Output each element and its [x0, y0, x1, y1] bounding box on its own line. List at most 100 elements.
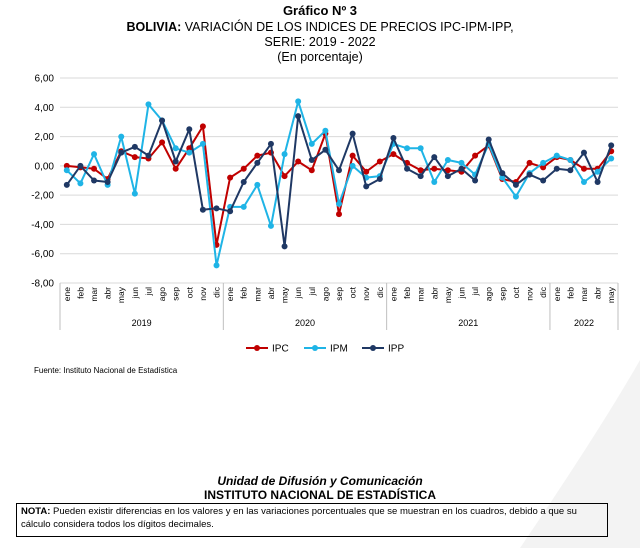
series-line-ipp	[65, 115, 613, 248]
legend-marker-ipm	[312, 345, 318, 351]
data-point-ipc	[417, 167, 424, 174]
note-box: NOTA: Pueden existir diferencias en los …	[16, 503, 608, 537]
x-tick-label: dic	[538, 286, 548, 298]
legend-label-ipc: IPC	[272, 344, 289, 355]
y-tick-label: 6,00	[35, 74, 55, 85]
data-point-ipp	[472, 177, 479, 184]
x-tick-label: oct	[511, 286, 521, 298]
data-point-ipm	[145, 101, 152, 108]
data-point-ipp	[254, 159, 261, 166]
data-point-ipc	[349, 152, 356, 159]
x-tick-label: nov	[525, 286, 535, 300]
data-point-ipm	[336, 200, 342, 207]
data-point-ipp	[376, 176, 383, 183]
year-label: 2020	[295, 318, 315, 328]
data-point-ipp	[390, 135, 397, 142]
data-point-ipp	[213, 205, 220, 212]
legend-marker-ipp	[370, 345, 376, 351]
data-point-ipm	[499, 174, 506, 181]
data-point-ipm	[240, 203, 247, 210]
x-tick-label: abr	[429, 287, 439, 299]
data-point-ipm	[458, 159, 465, 166]
data-point-ipp	[159, 117, 166, 124]
data-point-ipm	[404, 145, 411, 152]
x-tick-label: abr	[103, 287, 113, 299]
data-point-ipm	[77, 180, 84, 187]
data-point-ipm	[540, 159, 547, 166]
footer-institute: INSTITUTO NACIONAL DE ESTADÍSTICA	[203, 488, 436, 502]
source-note: Fuente: Instituto Nacional de Estadístic…	[34, 366, 178, 375]
data-point-ipm	[295, 98, 302, 105]
y-tick-label: 0,00	[35, 161, 55, 172]
data-point-ipp	[77, 162, 84, 169]
data-point-ipc	[308, 167, 315, 174]
x-tick-label: ago	[484, 287, 494, 301]
data-point-ipm	[608, 155, 615, 162]
data-point-ipm	[91, 151, 98, 158]
data-point-ipp	[444, 173, 451, 180]
data-point-ipm	[186, 149, 193, 156]
data-point-ipm	[322, 127, 329, 134]
y-tick-label: -6,00	[31, 249, 54, 260]
x-tick-label: may	[116, 286, 126, 303]
x-tick-label: ago	[157, 287, 167, 301]
x-tick-label: ago	[320, 287, 330, 301]
chart-subtitle-unit: (En porcentaje)	[277, 50, 362, 64]
data-point-ipm	[199, 140, 206, 147]
x-tick-label: feb	[565, 287, 575, 299]
x-tick-label: oct	[184, 286, 194, 298]
x-tick-label: abr	[266, 287, 276, 299]
data-point-ipc	[390, 151, 397, 158]
data-point-ipm	[118, 133, 125, 140]
data-point-ipm	[553, 152, 560, 159]
x-tick-label: dic	[375, 286, 385, 298]
x-tick-label: ene	[225, 287, 235, 301]
data-point-ipp	[553, 165, 560, 172]
data-point-ipc	[63, 162, 70, 169]
data-point-ipp	[145, 152, 152, 159]
data-point-ipc	[91, 165, 98, 172]
data-point-ipc	[186, 145, 193, 152]
data-point-ipm	[172, 145, 179, 152]
data-point-ipp	[227, 208, 234, 215]
x-tick-label: jun	[456, 287, 466, 300]
data-point-ipc	[295, 158, 302, 165]
data-point-ipp	[417, 173, 424, 180]
data-point-ipm	[281, 151, 288, 158]
data-point-ipp	[608, 142, 615, 149]
data-point-ipp	[485, 136, 492, 143]
data-point-ipp	[404, 165, 411, 172]
data-point-ipp	[526, 171, 533, 178]
data-point-ipp	[172, 158, 179, 165]
data-point-ipm	[444, 157, 451, 163]
data-point-ipm	[431, 178, 438, 185]
data-point-ipc	[431, 165, 438, 172]
data-point-ipp	[63, 181, 70, 188]
note-text: Pueden existir diferencias en los valore…	[21, 506, 577, 530]
footer-unit: Unidad de Difusión y Comunicación	[217, 474, 423, 488]
data-point-ipm	[267, 222, 274, 229]
year-label: 2019	[132, 318, 152, 328]
data-point-ipp	[336, 167, 342, 174]
x-tick-label: may	[280, 286, 290, 303]
data-point-ipp	[186, 126, 193, 133]
data-point-ipp	[431, 154, 438, 161]
x-tick-label: nov	[198, 286, 208, 300]
chart-title: Gráfico Nº 3	[283, 3, 357, 18]
x-tick-label: jul	[470, 287, 480, 297]
data-point-ipp	[322, 146, 329, 153]
x-tick-label: ene	[388, 287, 398, 301]
data-point-ipp	[567, 167, 574, 174]
x-tick-label: ene	[552, 287, 562, 301]
data-point-ipc	[159, 139, 166, 146]
x-tick-label: sep	[497, 287, 507, 301]
data-point-ipm	[308, 140, 315, 147]
chart-subtitle-series: SERIE: 2019 - 2022	[264, 35, 375, 49]
data-point-ipp	[363, 183, 370, 190]
data-point-ipp	[104, 178, 111, 185]
data-point-ipc	[363, 168, 370, 175]
legend: IPC IPM IPP	[246, 344, 404, 355]
data-point-ipm	[512, 193, 519, 200]
x-tick-label: may	[606, 286, 616, 303]
data-point-ipc	[227, 174, 234, 181]
